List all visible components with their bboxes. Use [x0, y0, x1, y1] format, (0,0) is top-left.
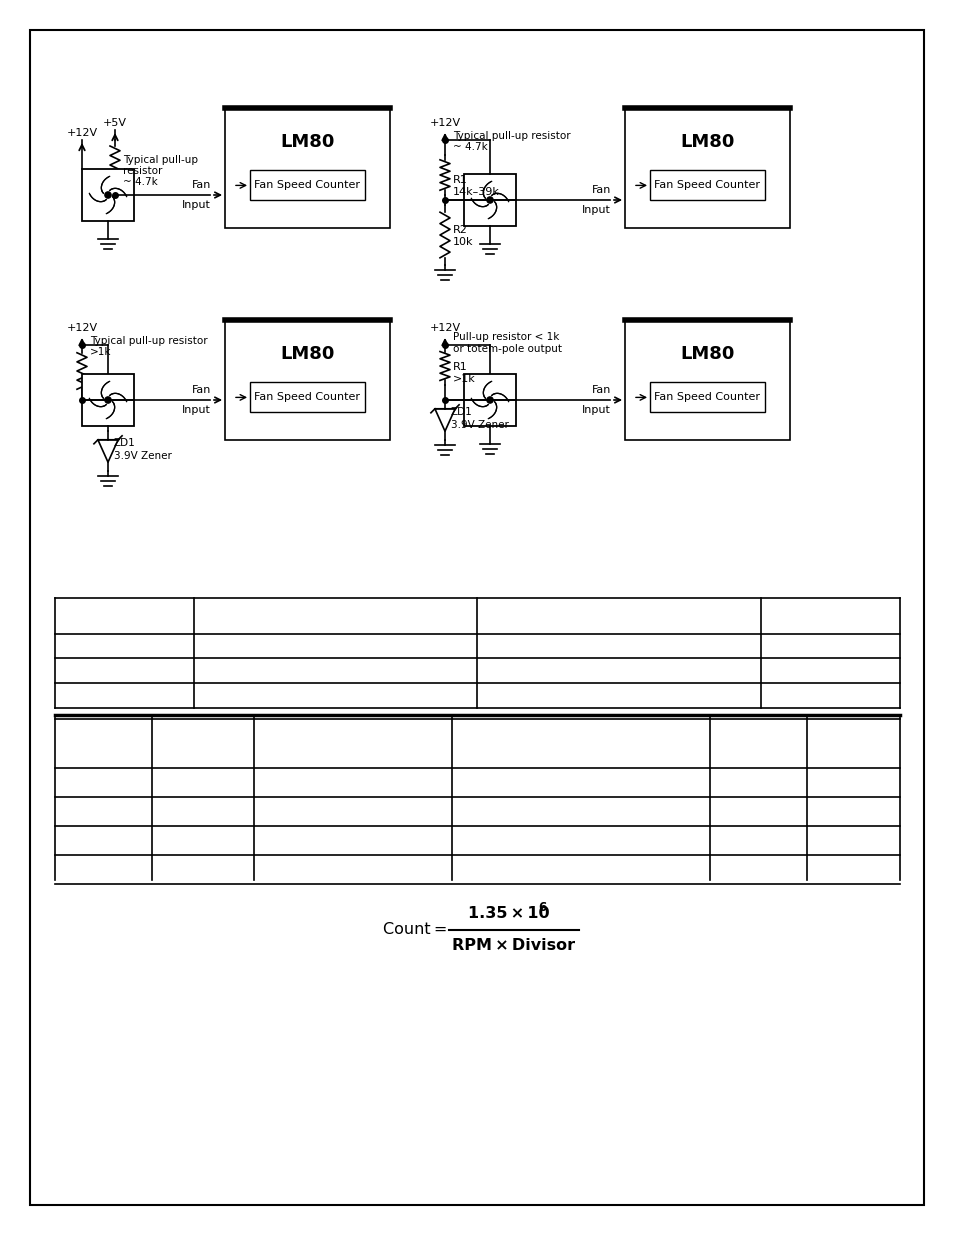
Text: +12V: +12V: [67, 324, 97, 333]
Text: >1k: >1k: [90, 347, 112, 357]
Text: Pull-up resistor < 1k: Pull-up resistor < 1k: [453, 332, 558, 342]
Text: ~ 4.7k: ~ 4.7k: [453, 142, 487, 152]
Bar: [82, 169, 133, 221]
Bar: [649, 170, 764, 200]
Text: 14k–39k: 14k–39k: [453, 186, 499, 198]
Text: Fan: Fan: [192, 385, 211, 395]
Text: Fan Speed Counter: Fan Speed Counter: [654, 180, 760, 190]
Bar: [624, 107, 789, 228]
Text: +12V: +12V: [429, 119, 460, 128]
Circle shape: [486, 396, 493, 403]
Text: LM80: LM80: [280, 345, 335, 363]
Text: resistor: resistor: [123, 165, 162, 177]
Text: Fan: Fan: [192, 180, 211, 190]
Circle shape: [486, 196, 493, 203]
Text: Fan: Fan: [591, 185, 610, 195]
Text: Input: Input: [581, 205, 610, 215]
Text: R1: R1: [453, 362, 467, 372]
Text: R2: R2: [453, 225, 467, 235]
Text: Input: Input: [182, 405, 211, 415]
Text: Fan Speed Counter: Fan Speed Counter: [254, 393, 360, 403]
Text: RPM × Divisor: RPM × Divisor: [452, 939, 575, 953]
Text: +12V: +12V: [429, 324, 460, 333]
Text: R1: R1: [453, 175, 467, 185]
Text: +5V: +5V: [103, 119, 127, 128]
Circle shape: [105, 396, 111, 403]
Text: Fan Speed Counter: Fan Speed Counter: [254, 180, 360, 190]
Text: Input: Input: [581, 405, 610, 415]
Text: +12V: +12V: [67, 128, 97, 138]
Text: 1.35 × 10: 1.35 × 10: [468, 906, 549, 921]
Text: 6: 6: [537, 902, 545, 914]
Text: ZD1: ZD1: [113, 438, 135, 448]
Text: LM80: LM80: [679, 345, 734, 363]
Bar: [463, 174, 516, 226]
Text: Fan: Fan: [591, 385, 610, 395]
Circle shape: [105, 191, 111, 198]
Text: or totem-pole output: or totem-pole output: [453, 345, 561, 354]
Bar: [649, 383, 764, 412]
Text: Input: Input: [182, 200, 211, 210]
Bar: [250, 170, 365, 200]
Text: 10k: 10k: [453, 237, 473, 247]
Bar: [225, 107, 390, 228]
Text: LM80: LM80: [280, 132, 335, 151]
Bar: [82, 374, 133, 426]
Bar: [250, 383, 365, 412]
Text: Typical pull-up resistor: Typical pull-up resistor: [90, 336, 208, 346]
Text: 3.9V Zener: 3.9V Zener: [113, 451, 172, 461]
Bar: [463, 374, 516, 426]
Text: Count =: Count =: [382, 923, 447, 937]
Text: ZD1: ZD1: [451, 408, 473, 417]
Text: >1k: >1k: [453, 374, 476, 384]
Text: LM80: LM80: [679, 132, 734, 151]
Text: Typical pull-up: Typical pull-up: [123, 156, 198, 165]
Text: ~ 4.7k: ~ 4.7k: [123, 177, 157, 186]
Text: 3.9V Zener: 3.9V Zener: [451, 420, 508, 430]
Bar: [624, 320, 789, 440]
Text: Typical pull-up resistor: Typical pull-up resistor: [453, 131, 570, 141]
Bar: [225, 320, 390, 440]
Text: Fan Speed Counter: Fan Speed Counter: [654, 393, 760, 403]
